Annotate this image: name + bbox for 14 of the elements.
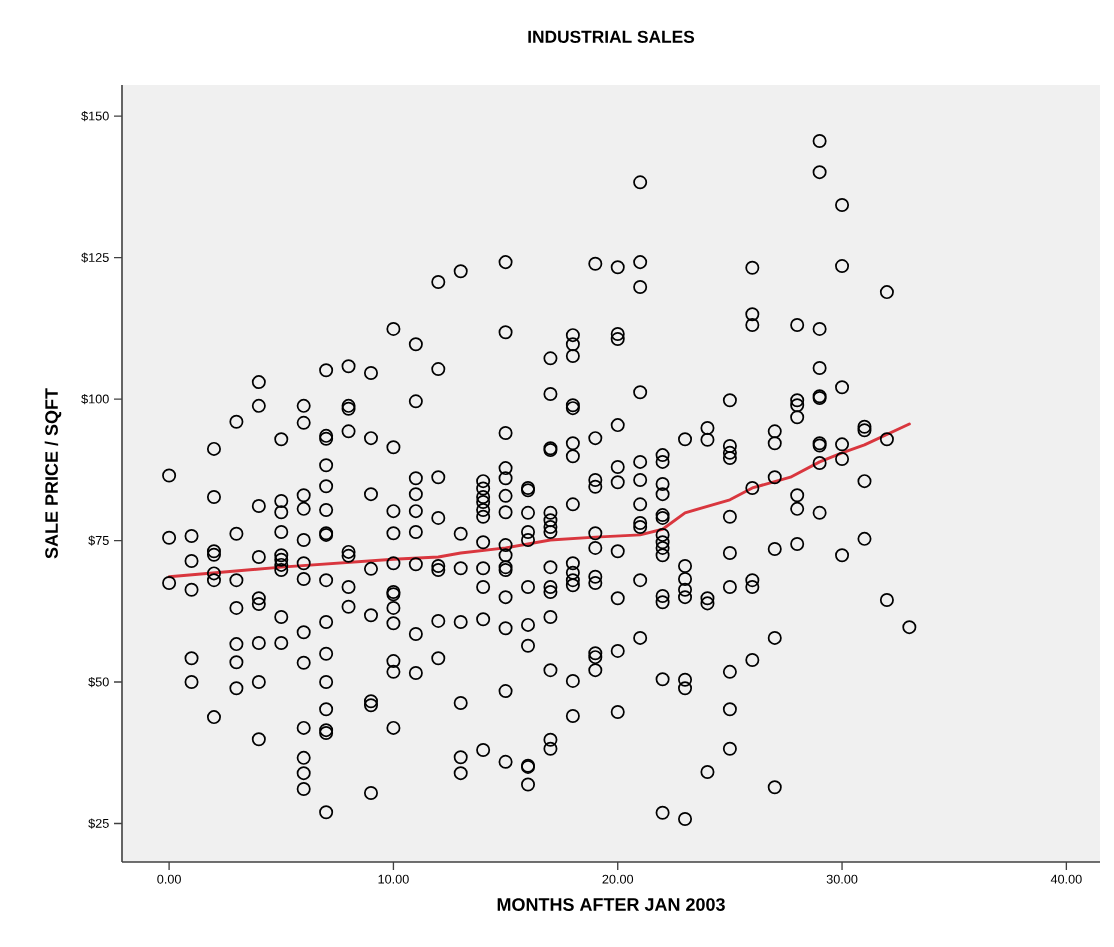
- chart-title: INDUSTRIAL SALES: [528, 30, 695, 43]
- y-tick-label: $100: [81, 393, 109, 405]
- x-axis-title: MONTHS AFTER JAN 2003: [497, 898, 725, 911]
- x-tick-label: 30.00: [826, 874, 858, 884]
- y-tick-label: $75: [88, 535, 109, 546]
- x-tick-label: 20.00: [602, 874, 634, 884]
- x-tick-label: 0.00: [157, 874, 181, 884]
- y-tick-label: $25: [88, 818, 109, 829]
- x-tick-label: 40.00: [1050, 874, 1082, 884]
- y-tick-label: $150: [81, 110, 109, 122]
- y-tick-label: $50: [88, 676, 109, 688]
- y-tick-label: $125: [81, 252, 109, 263]
- y-axis-title: SALE PRICE / SQFT: [44, 388, 62, 559]
- x-tick-label: 10.00: [378, 874, 409, 884]
